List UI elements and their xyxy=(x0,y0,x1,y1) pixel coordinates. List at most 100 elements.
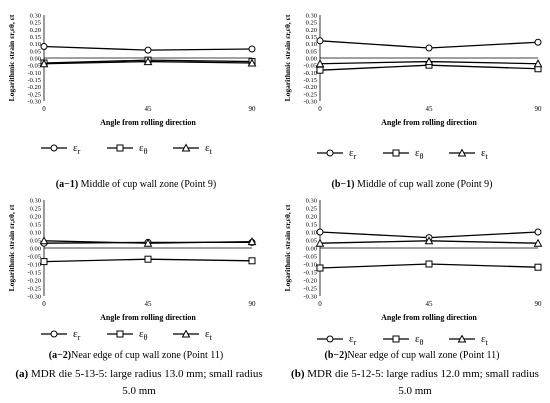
data-point xyxy=(40,43,48,51)
x-tick-label: 45 xyxy=(145,105,153,113)
data-point xyxy=(143,238,153,247)
legend-item: εr xyxy=(317,333,357,347)
y-tick-label: -0.25 xyxy=(303,91,317,98)
y-tick-label: 0.15 xyxy=(306,222,317,229)
y-tick-label: 0.25 xyxy=(30,20,41,27)
y-tick-label: 0.25 xyxy=(306,206,317,213)
x-tick-label: 0 xyxy=(318,105,322,113)
panel-caption: (a−1) Middle of cup wall zone (Point 9) xyxy=(56,179,216,190)
legend-marker xyxy=(457,148,467,157)
y-tick-label: 0.30 xyxy=(306,13,317,20)
x-tick-label: 0 xyxy=(318,300,322,308)
legend-label: εr xyxy=(73,328,81,342)
y-tick-label: 0.00 xyxy=(30,246,41,253)
x-axis-label: Angle from rolling direction xyxy=(381,313,477,322)
data-point xyxy=(247,237,257,246)
legend-marker xyxy=(181,143,191,152)
data-point xyxy=(248,45,256,53)
figure-caption-b: (b) MDR die 5-12-5: large radius 12.0 mm… xyxy=(291,368,539,397)
legend-item: εr xyxy=(41,142,81,156)
legend-label: εt xyxy=(481,147,489,161)
y-tick-label: -0.10 xyxy=(303,262,317,269)
legend-label: εθ xyxy=(415,333,424,347)
series-2 xyxy=(316,260,542,272)
y-tick-label: 0.25 xyxy=(30,206,41,213)
data-point xyxy=(144,46,152,54)
x-tick-label: 45 xyxy=(426,105,434,113)
y-axis-label: Logarithmic strain εr,εθ, εt xyxy=(283,14,292,101)
data-point xyxy=(248,257,256,265)
x-axis-label: Angle from rolling direction xyxy=(381,118,477,127)
data-point xyxy=(316,264,324,272)
y-tick-label: -0.20 xyxy=(27,84,41,91)
data-point xyxy=(247,58,257,67)
legend-item: εθ xyxy=(107,328,148,342)
data-point xyxy=(534,263,542,271)
legend-label: εθ xyxy=(415,147,424,161)
y-tick-label: -0.25 xyxy=(27,286,41,293)
legend-label: εr xyxy=(349,147,357,161)
chart-panel-1: 0.300.250.200.150.100.050.00-0.05-0.10-0… xyxy=(7,13,257,190)
y-tick-label: 0.05 xyxy=(306,48,317,55)
panel-caption: (a−2)Near edge of cup wall zone (Point 1… xyxy=(49,350,223,361)
legend-item: εθ xyxy=(383,147,424,161)
y-tick-label: 0.15 xyxy=(306,34,317,41)
chart-panel-2: 0.300.250.200.150.100.050.00-0.05-0.10-0… xyxy=(283,13,543,190)
legend-item: εt xyxy=(173,328,213,342)
y-tick-label: 0.10 xyxy=(306,230,317,237)
y-axis-label: Logarithmic strain εr,εθ, εt xyxy=(7,204,16,291)
y-tick-label: 0.10 xyxy=(306,41,317,48)
y-tick-label: 0.20 xyxy=(306,214,317,221)
y-tick-label: 0.20 xyxy=(30,27,41,34)
chart-panel-4: 0.300.250.200.150.100.050.00-0.05-0.10-0… xyxy=(283,198,543,361)
series-1 xyxy=(40,43,256,54)
legend-label: εt xyxy=(205,328,213,342)
legend-marker xyxy=(50,330,58,338)
legend-item: εr xyxy=(41,328,81,342)
x-tick-label: 90 xyxy=(249,105,257,113)
legend: εr εθ εt xyxy=(41,142,213,156)
legend-marker xyxy=(326,149,334,157)
series-1 xyxy=(316,37,542,52)
legend-marker xyxy=(116,144,124,152)
y-tick-label: 0.00 xyxy=(306,246,317,253)
y-tick-label: 0.30 xyxy=(30,13,41,20)
y-tick-label: 0.00 xyxy=(30,56,41,63)
figure-caption-a: (a) MDR die 5-13-5: large radius 13.0 mm… xyxy=(15,368,263,397)
legend-item: εt xyxy=(449,333,489,347)
y-tick-label: 0.30 xyxy=(30,198,41,205)
y-tick-label: -0.15 xyxy=(27,270,41,277)
legend-marker xyxy=(392,149,400,157)
y-tick-label: 0.10 xyxy=(30,230,41,237)
x-tick-label: 90 xyxy=(535,105,543,113)
data-point xyxy=(425,260,433,268)
series-3 xyxy=(315,236,543,247)
y-tick-label: -0.05 xyxy=(27,254,41,261)
panel-caption: (b−1) Middle of cup wall zone (Point 9) xyxy=(332,179,493,190)
legend-label: εt xyxy=(481,333,489,347)
y-tick-label: -0.15 xyxy=(27,77,41,84)
y-tick-label: -0.30 xyxy=(303,294,317,301)
y-tick-label: 0.05 xyxy=(30,48,41,55)
y-tick-label: 0.20 xyxy=(30,214,41,221)
x-axis-label: Angle from rolling direction xyxy=(100,313,196,322)
y-tick-label: -0.30 xyxy=(27,99,41,106)
y-tick-label: -0.15 xyxy=(303,270,317,277)
legend-marker xyxy=(326,335,334,343)
legend: εr εθ εt xyxy=(317,147,489,161)
y-tick-label: -0.10 xyxy=(27,70,41,77)
y-tick-label: 0.00 xyxy=(306,56,317,63)
panel-caption: (b−2)Near edge of cup wall zone (Point 1… xyxy=(325,350,500,361)
data-point xyxy=(424,57,434,66)
series-3 xyxy=(39,57,257,68)
x-tick-label: 0 xyxy=(42,105,46,113)
data-point xyxy=(316,228,324,236)
legend-marker xyxy=(116,330,124,338)
legend-label: εr xyxy=(349,333,357,347)
y-tick-label: -0.10 xyxy=(27,262,41,269)
x-tick-label: 45 xyxy=(145,300,153,308)
y-tick-label: -0.20 xyxy=(303,84,317,91)
data-point xyxy=(39,236,49,245)
y-tick-label: -0.20 xyxy=(27,278,41,285)
